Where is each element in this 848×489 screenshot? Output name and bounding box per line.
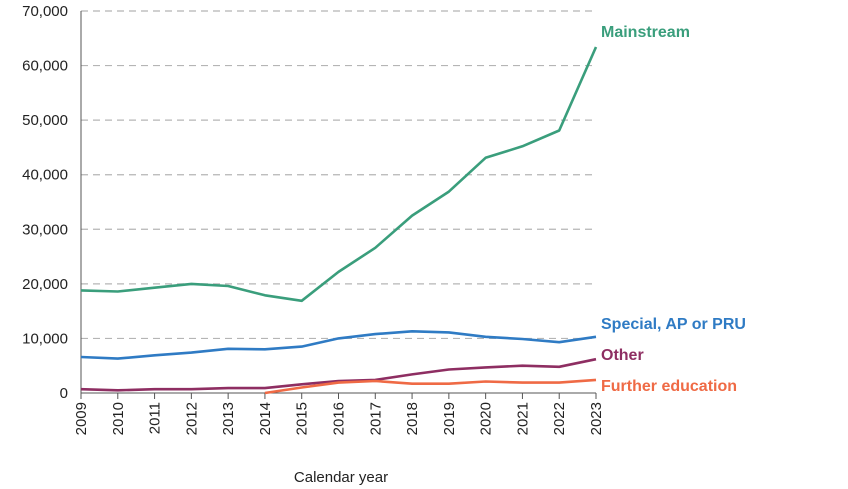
x-tick-label: 2018 — [404, 402, 421, 435]
y-tick-label: 50,000 — [22, 112, 68, 129]
y-tick-label: 70,000 — [22, 3, 68, 20]
y-tick-label: 20,000 — [22, 276, 68, 293]
y-tick-label: 60,000 — [22, 58, 68, 75]
x-tick-label: 2016 — [331, 402, 348, 435]
series-lines — [80, 46, 598, 395]
x-tick-label: 2012 — [183, 402, 200, 435]
y-tick-label: 10,000 — [22, 330, 68, 347]
x-tick-label: 2019 — [441, 402, 458, 435]
x-tick-label: 2010 — [110, 402, 127, 435]
series-line-other — [80, 357, 597, 392]
gridlines — [81, 10, 596, 340]
x-axis-ticks: 2009 2010 2011 2012 2013 2014 2015 2016 2017 2018… — [73, 393, 605, 435]
series-labels: Mainstream Special, AP or PRU Other Further… — [601, 24, 746, 395]
x-tick-label: 2020 — [478, 402, 495, 435]
x-tick-label: 2022 — [551, 402, 568, 435]
x-tick-label: 2021 — [514, 402, 531, 435]
y-tick-label: 40,000 — [22, 167, 68, 184]
series-line-special-ap-or-pru — [80, 330, 597, 360]
x-tick-label: 2017 — [367, 402, 384, 435]
x-tick-label: 2023 — [588, 402, 605, 435]
series-label: Special, AP or PRU — [601, 316, 746, 333]
x-axis-label: Calendar year — [294, 469, 388, 486]
y-tick-label: 30,000 — [22, 221, 68, 238]
series-line-mainstream — [80, 46, 598, 303]
x-tick-label: 2014 — [257, 402, 274, 435]
y-axis-ticks: 0 10,000 20,000 30,000 40,000 50,000 60,000 70,… — [22, 3, 68, 402]
x-tick-label: 2013 — [220, 402, 237, 435]
x-tick-label: 2011 — [147, 402, 164, 434]
series-label: Other — [601, 347, 644, 364]
y-tick-label: 0 — [60, 385, 68, 402]
series-label: Further education — [601, 378, 737, 395]
series-label: Mainstream — [601, 24, 690, 41]
series-line-further-education — [264, 378, 597, 395]
x-tick-label: 2015 — [294, 402, 311, 435]
x-tick-label: 2009 — [73, 402, 90, 435]
axes — [80, 11, 596, 394]
